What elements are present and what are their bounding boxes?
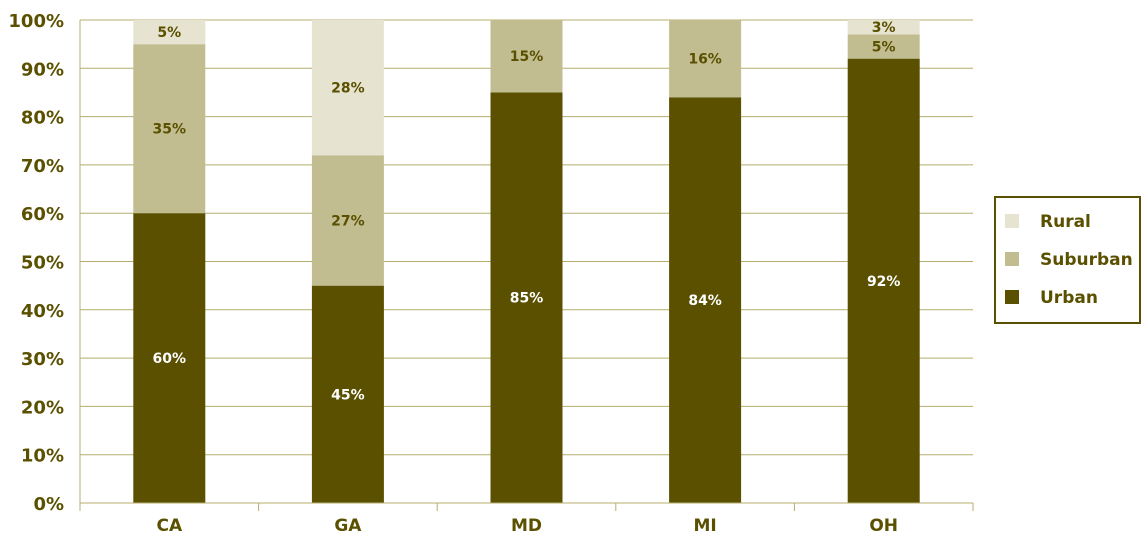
bar-segment-suburban [311,155,384,286]
bar-segment-urban [133,213,206,503]
data-label: 84% [688,293,722,309]
data-label: 60% [153,351,187,367]
data-label: 5% [157,25,181,41]
y-tick-label: 30% [21,349,64,370]
data-label: 3% [872,20,896,36]
bar-segment-rural [847,20,920,35]
legend-swatch-rural [1005,214,1019,228]
bar-segment-rural [311,20,384,156]
legend-label-urban: Urban [1040,288,1098,308]
bar-segment-suburban [847,34,920,59]
legend-label-suburban: Suburban [1040,250,1133,270]
bar-segment-urban [311,285,384,503]
bar-segment-suburban [133,44,206,214]
bar-segment-urban [669,97,742,503]
data-label: 15% [510,49,544,65]
legend-label-rural: Rural [1040,212,1091,232]
legend-swatch-suburban [1005,252,1019,266]
bar-segment-suburban [490,20,563,93]
y-tick-label: 80% [21,108,64,129]
bar-segment-rural [133,20,206,45]
data-label: 28% [331,81,365,97]
x-tick-label: OH [869,516,898,536]
y-tick-label: 100% [8,11,64,32]
y-tick-label: 50% [21,253,64,274]
data-label: 85% [510,291,544,307]
bar-segment-urban [490,92,563,503]
y-tick-label: 20% [21,397,64,418]
y-tick-label: 60% [21,204,64,225]
y-tick-label: 0% [33,494,64,515]
y-tick-label: 10% [21,446,64,467]
x-tick-label: MD [511,516,542,536]
data-label: 45% [331,387,365,403]
data-label: 35% [153,122,187,138]
x-tick-label: CA [156,516,182,536]
y-tick-label: 90% [21,59,64,80]
data-label: 16% [688,52,722,68]
data-label: 27% [331,213,365,229]
x-tick-label: MI [693,516,716,536]
y-tick-label: 40% [21,301,64,322]
legend-swatch-urban [1005,290,1019,304]
bar-segment-suburban [669,20,742,98]
data-label: 5% [872,40,896,56]
x-tick-label: GA [334,516,362,536]
y-tick-label: 70% [21,156,64,177]
bar-segment-urban [847,58,920,503]
data-label: 92% [867,274,901,290]
legend-box [994,196,1141,324]
